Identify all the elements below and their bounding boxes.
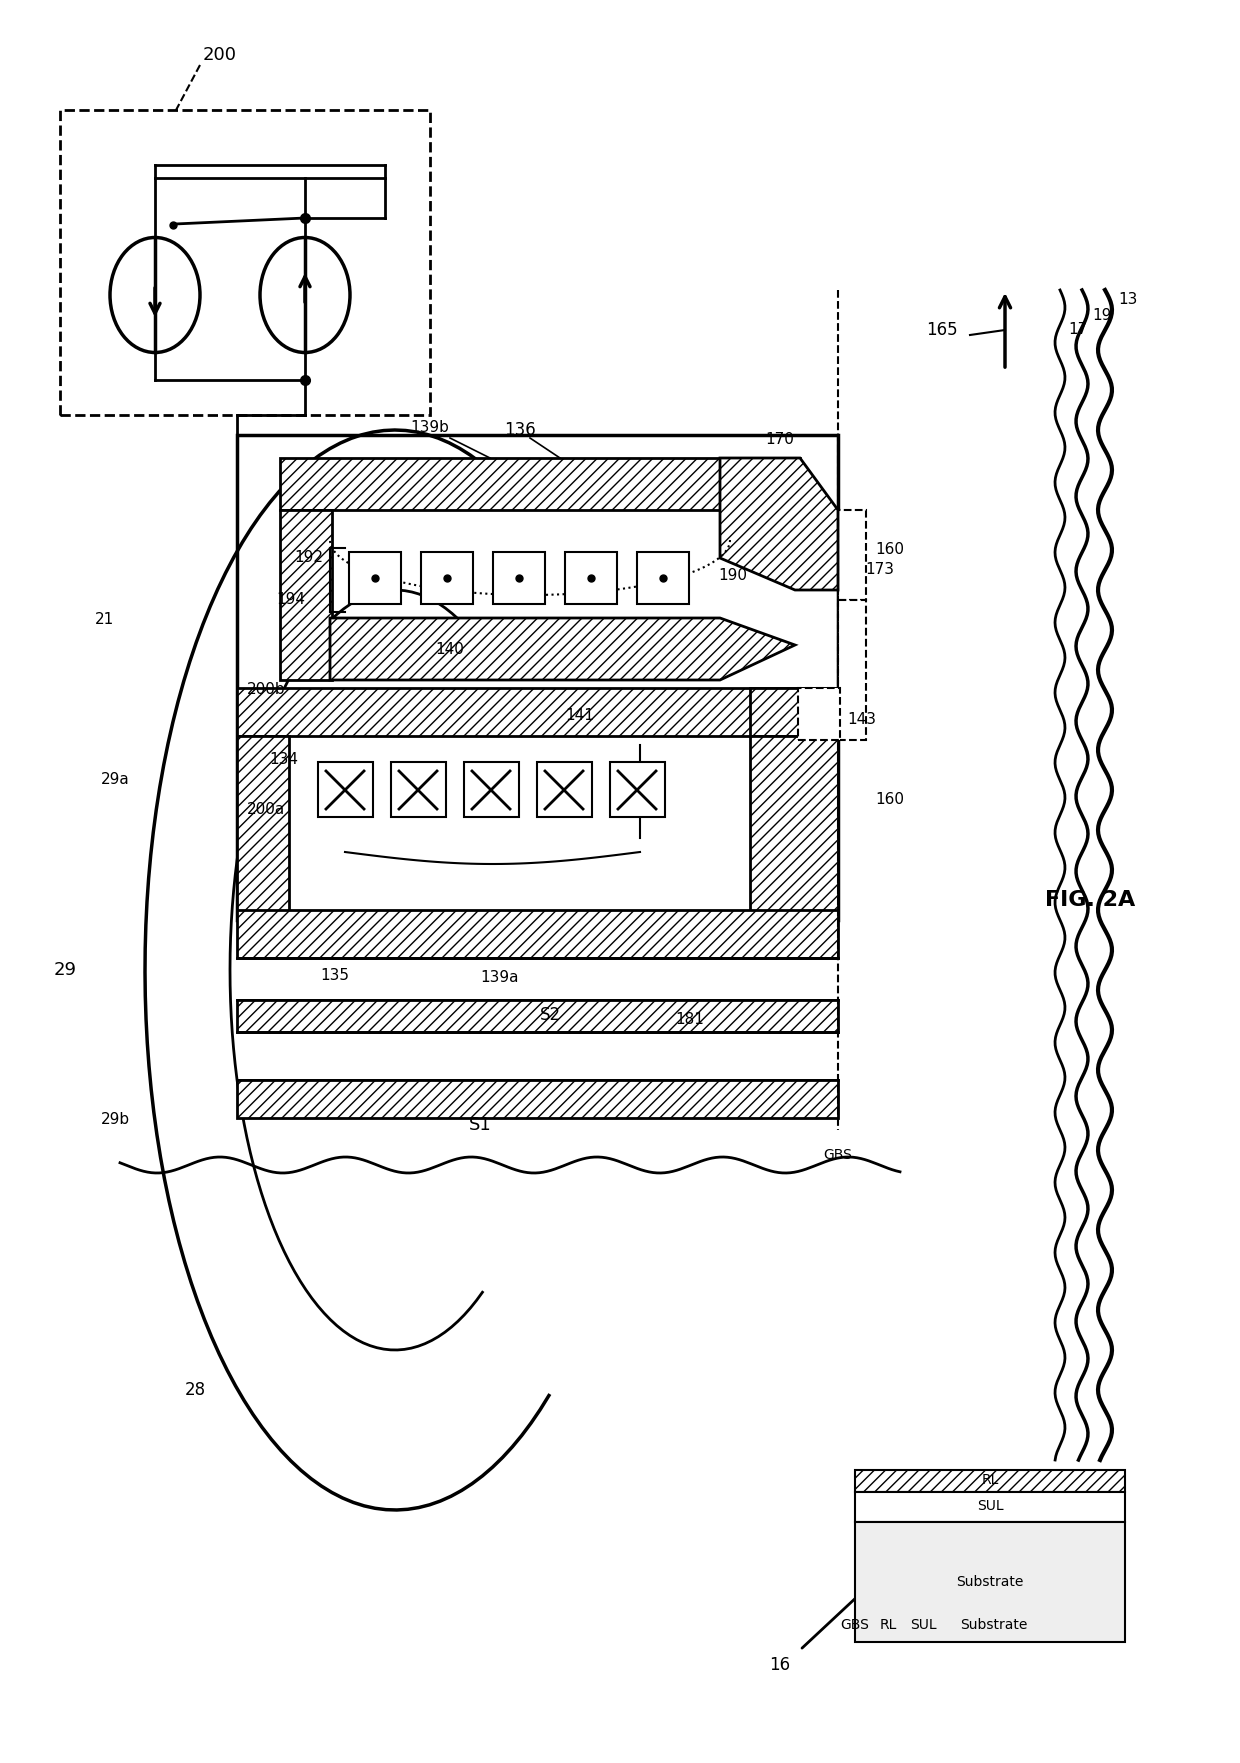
Polygon shape (330, 619, 795, 681)
Bar (565, 552, 618, 605)
Bar (637, 552, 689, 605)
Text: 139b: 139b (410, 421, 449, 435)
Bar (610, 762, 665, 816)
Bar (317, 762, 373, 816)
Text: 141: 141 (565, 707, 594, 723)
Text: 160: 160 (875, 793, 904, 807)
Text: GBS: GBS (823, 1148, 852, 1162)
Text: Substrate: Substrate (956, 1574, 1024, 1588)
Text: 143: 143 (847, 712, 877, 728)
Text: 16: 16 (770, 1655, 791, 1675)
Bar (750, 688, 838, 735)
Text: 28: 28 (185, 1380, 206, 1400)
Bar (237, 1000, 838, 1031)
Bar (280, 458, 800, 510)
Text: RL: RL (981, 1474, 998, 1486)
Text: 170: 170 (765, 432, 795, 448)
Bar (237, 735, 289, 911)
Text: RL: RL (880, 1618, 898, 1633)
Text: 135: 135 (320, 968, 350, 982)
Text: Substrate: Substrate (960, 1618, 1028, 1633)
Bar (60, 109, 430, 414)
Text: 21: 21 (95, 612, 114, 628)
Text: 29: 29 (53, 961, 77, 978)
Bar (750, 735, 838, 911)
Text: 17: 17 (1068, 323, 1087, 337)
Text: SUL: SUL (977, 1499, 1003, 1513)
Bar (838, 599, 866, 740)
Bar (856, 1521, 1125, 1641)
Text: 165: 165 (926, 321, 959, 338)
Text: 200a: 200a (247, 802, 285, 818)
Bar (237, 435, 838, 920)
Bar (237, 910, 838, 957)
Polygon shape (720, 458, 838, 591)
Text: 160: 160 (875, 543, 904, 557)
Text: SUL: SUL (910, 1618, 936, 1633)
Text: 13: 13 (1118, 293, 1137, 307)
Text: 190: 190 (718, 568, 746, 582)
Text: 19: 19 (1092, 307, 1111, 323)
Text: 194: 194 (277, 592, 305, 608)
Text: 29a: 29a (100, 772, 129, 788)
Text: S1: S1 (469, 1116, 491, 1134)
Text: FIG. 2A: FIG. 2A (1045, 890, 1135, 910)
Text: 200b: 200b (247, 682, 285, 698)
Bar (237, 1081, 838, 1118)
Text: 181: 181 (676, 1012, 704, 1028)
Text: GBS: GBS (841, 1618, 869, 1633)
Text: 134: 134 (269, 753, 298, 767)
Text: 173: 173 (866, 562, 894, 578)
Bar (537, 762, 591, 816)
Text: 192: 192 (294, 550, 322, 564)
Bar (348, 552, 401, 605)
Text: S2: S2 (539, 1007, 560, 1024)
Bar (838, 510, 866, 599)
Text: 200: 200 (203, 46, 237, 63)
Text: 136: 136 (505, 421, 536, 439)
Bar (494, 552, 546, 605)
Bar (856, 1491, 1125, 1521)
Text: 29b: 29b (100, 1112, 129, 1128)
Bar (280, 510, 332, 681)
Text: 140: 140 (435, 642, 465, 658)
Bar (237, 688, 838, 735)
Bar (856, 1470, 1125, 1491)
Bar (422, 552, 472, 605)
Bar (391, 762, 446, 816)
Text: 139a: 139a (481, 970, 520, 986)
Bar (799, 688, 839, 740)
Bar (464, 762, 520, 816)
